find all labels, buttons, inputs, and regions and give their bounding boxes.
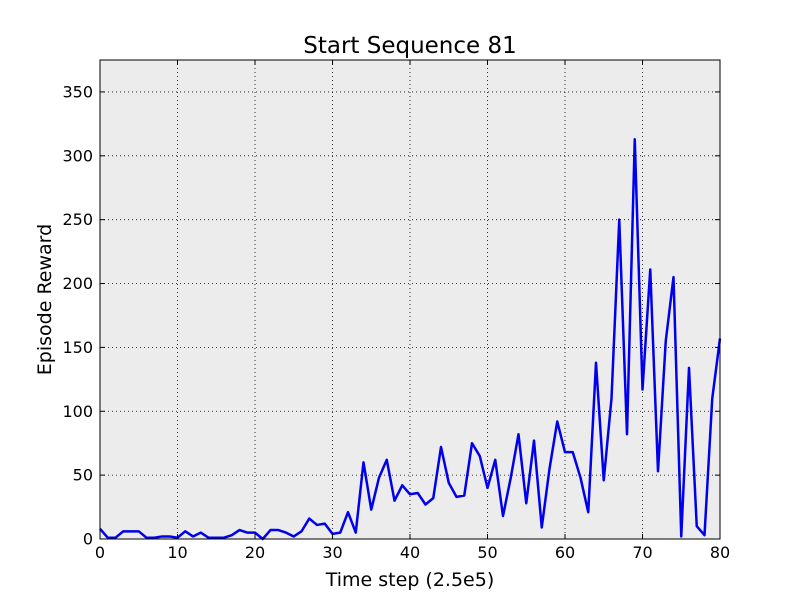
x-tick-label: 80	[710, 543, 730, 562]
y-tick-label: 250	[62, 210, 93, 229]
x-tick-label: 70	[632, 543, 652, 562]
x-tick-label: 0	[95, 543, 105, 562]
x-tick-label: 60	[555, 543, 575, 562]
axis-ticks: 0 10 20 30 40 50 60 70 80 0 50 100 150 200 250 300 350	[62, 60, 730, 562]
y-tick-label: 150	[62, 338, 93, 357]
y-tick-label: 350	[62, 82, 93, 101]
x-tick-label: 10	[167, 543, 187, 562]
x-tick-label: 20	[245, 543, 265, 562]
y-tick-label: 0	[83, 530, 93, 549]
y-tick-label: 100	[62, 402, 93, 421]
series-line	[99, 137, 722, 541]
y-axis-label: Episode Reward	[34, 224, 56, 375]
y-tick-label: 300	[62, 146, 93, 165]
y-tick-label: 200	[62, 274, 93, 293]
x-tick-label: 50	[477, 543, 497, 562]
x-axis-label: Time step (2.5e5)	[325, 569, 495, 591]
plot-area	[100, 60, 720, 539]
chart-title: Start Sequence 81	[303, 33, 517, 59]
x-tick-label: 30	[322, 543, 342, 562]
x-tick-label: 40	[400, 543, 420, 562]
y-tick-label: 50	[73, 466, 93, 485]
